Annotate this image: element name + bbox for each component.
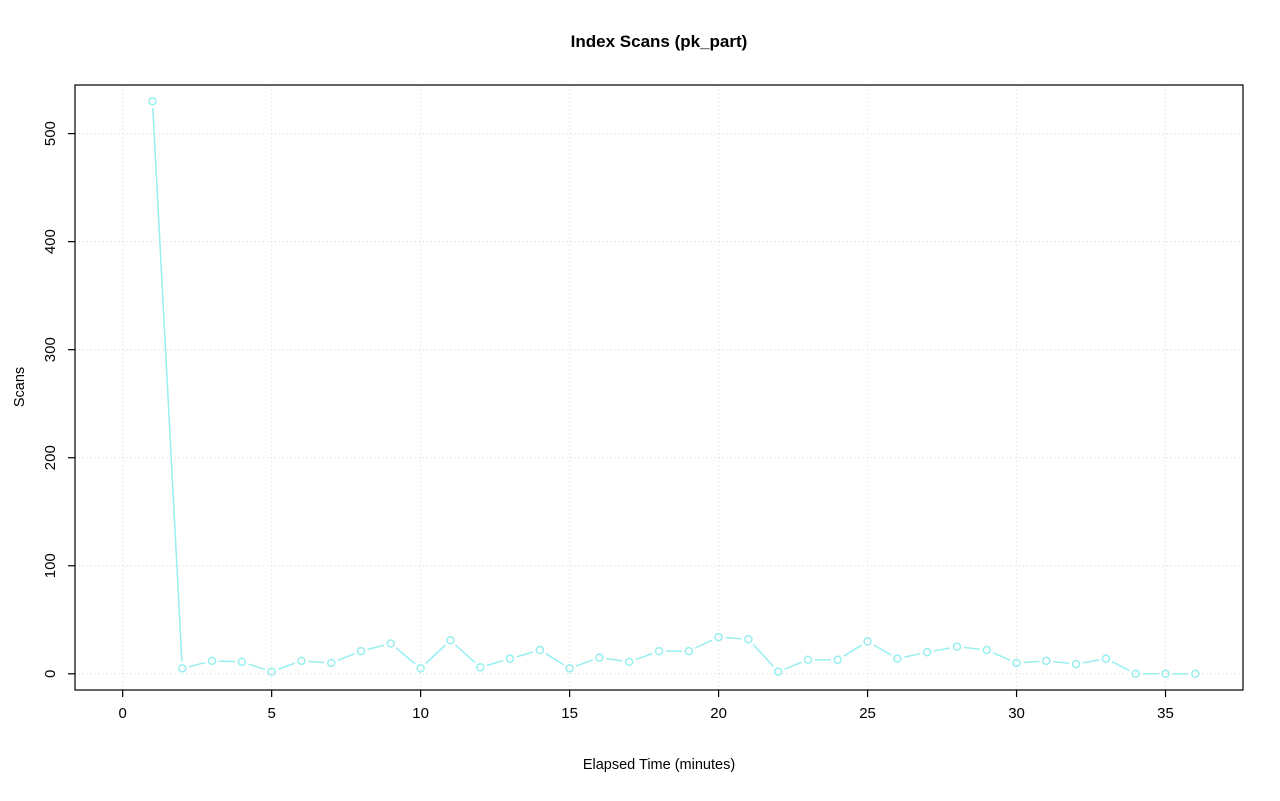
data-point bbox=[595, 653, 604, 662]
data-point bbox=[207, 656, 217, 666]
chart-title: Index Scans (pk_part) bbox=[570, 32, 748, 51]
series-segment bbox=[635, 652, 653, 661]
y-tick-label: 300 bbox=[42, 337, 59, 362]
data-point bbox=[624, 657, 634, 667]
series-segment bbox=[843, 644, 863, 657]
x-tick-label: 25 bbox=[859, 705, 876, 722]
data-point bbox=[446, 636, 455, 645]
series-segment bbox=[694, 639, 713, 649]
series-segment bbox=[395, 647, 416, 665]
y-tick-label: 200 bbox=[42, 445, 59, 470]
data-point bbox=[773, 667, 783, 676]
data-point bbox=[356, 646, 366, 656]
data-point bbox=[833, 655, 843, 664]
data-point bbox=[1161, 669, 1170, 679]
data-point bbox=[654, 646, 664, 656]
series-segment bbox=[152, 108, 183, 662]
y-axis-label: Scans bbox=[12, 366, 28, 408]
series-segment bbox=[963, 646, 980, 651]
data-point bbox=[982, 645, 992, 655]
data-point bbox=[475, 663, 485, 672]
series-segment bbox=[575, 659, 594, 667]
series-segment bbox=[277, 662, 296, 670]
data-point bbox=[1131, 669, 1140, 679]
y-tick-label: 500 bbox=[42, 121, 59, 146]
x-tick-label: 5 bbox=[267, 705, 275, 722]
series-segment bbox=[1053, 660, 1070, 665]
y-tick-label: 400 bbox=[42, 229, 59, 254]
data-point bbox=[1191, 669, 1200, 679]
data-point bbox=[297, 656, 306, 666]
series-segment bbox=[367, 644, 385, 651]
series-segment bbox=[337, 653, 355, 662]
x-tick-label: 35 bbox=[1157, 705, 1174, 722]
data-point bbox=[684, 646, 694, 656]
series-segment bbox=[752, 643, 774, 667]
series-segment bbox=[873, 644, 892, 656]
data-point bbox=[178, 664, 187, 673]
series-segment bbox=[219, 660, 235, 663]
data-point bbox=[803, 655, 813, 664]
series-segment bbox=[606, 657, 623, 662]
data-point bbox=[922, 647, 932, 657]
data-point bbox=[505, 654, 515, 663]
data-point bbox=[1042, 656, 1051, 666]
series-segment bbox=[933, 647, 951, 652]
x-axis-label: Elapsed Time (minutes) bbox=[582, 757, 736, 773]
x-tick-label: 0 bbox=[119, 705, 127, 722]
x-tick-label: 30 bbox=[1008, 705, 1025, 722]
data-point bbox=[237, 657, 247, 667]
series-segment bbox=[248, 663, 266, 671]
series-segment bbox=[992, 652, 1011, 661]
data-point bbox=[148, 96, 157, 106]
series-segment bbox=[545, 653, 565, 666]
series-segment bbox=[1111, 661, 1130, 672]
series-segment bbox=[1082, 659, 1100, 664]
data-point bbox=[416, 664, 425, 673]
data-point bbox=[1071, 659, 1081, 669]
series-segment bbox=[725, 636, 742, 640]
data-point bbox=[744, 634, 753, 644]
y-tick-label: 100 bbox=[42, 553, 59, 578]
series-segment bbox=[188, 661, 206, 668]
data-point bbox=[267, 667, 276, 676]
series-segment bbox=[425, 644, 446, 665]
data-point bbox=[893, 654, 902, 663]
x-tick-label: 10 bbox=[412, 705, 429, 722]
data-point bbox=[386, 639, 396, 648]
x-tick-label: 15 bbox=[561, 705, 578, 722]
data-point bbox=[714, 632, 723, 642]
data-point bbox=[1012, 658, 1021, 668]
data-point bbox=[326, 658, 336, 668]
series-segment bbox=[308, 660, 325, 664]
data-point bbox=[1101, 654, 1111, 663]
data-point bbox=[863, 637, 872, 646]
series-segment bbox=[1023, 660, 1040, 664]
series-segment bbox=[516, 651, 534, 658]
series-segment bbox=[486, 659, 504, 667]
data-point bbox=[535, 645, 545, 655]
data-point bbox=[565, 664, 574, 673]
x-tick-label: 20 bbox=[710, 705, 727, 722]
series-segment bbox=[784, 661, 802, 670]
data-point bbox=[952, 642, 962, 652]
plot-border bbox=[74, 84, 1244, 691]
y-tick-label: 0 bbox=[42, 670, 59, 678]
series-segment bbox=[904, 652, 921, 658]
series-segment bbox=[455, 644, 476, 664]
